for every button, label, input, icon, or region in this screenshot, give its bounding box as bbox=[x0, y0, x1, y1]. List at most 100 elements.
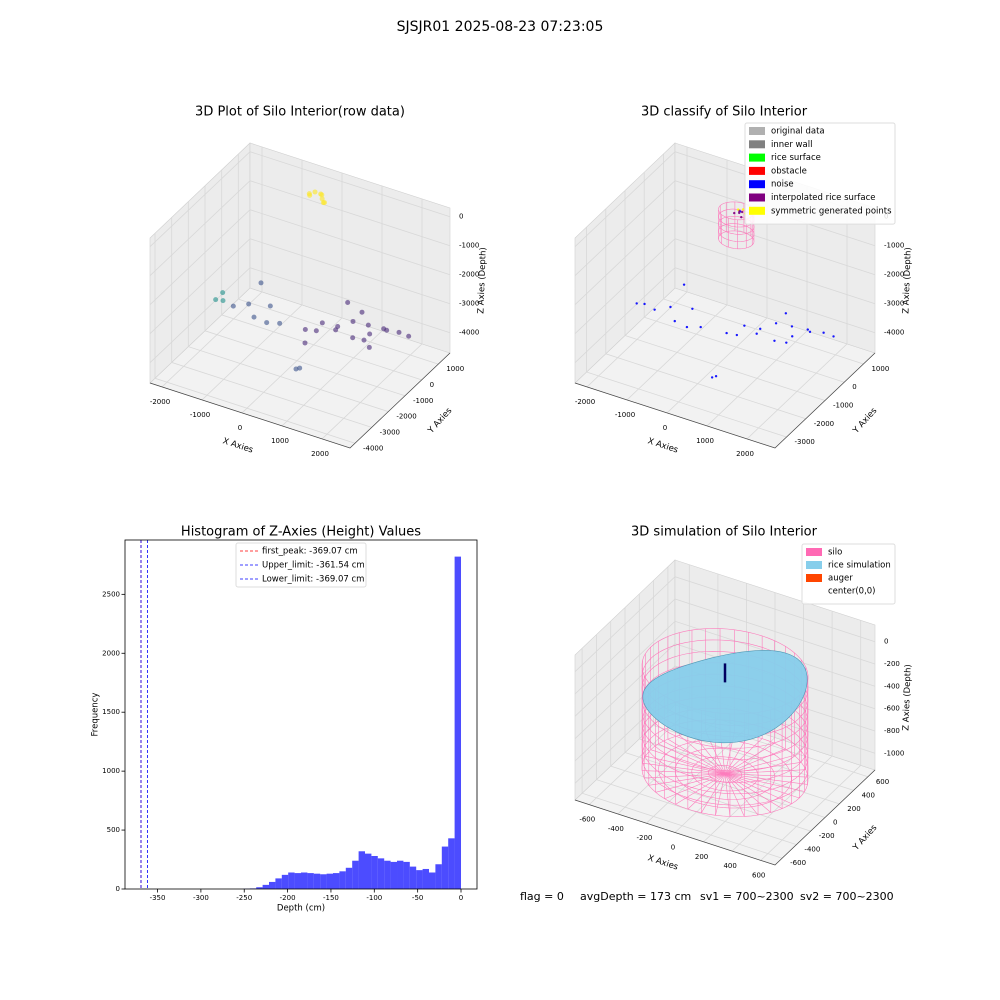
legend-swatch bbox=[749, 140, 765, 149]
point bbox=[635, 302, 638, 305]
point bbox=[350, 318, 356, 324]
bar bbox=[288, 872, 295, 889]
silo-floor-spoke bbox=[724, 773, 731, 817]
bar bbox=[326, 873, 333, 889]
legend-swatch bbox=[749, 180, 765, 189]
silo-floor-spoke bbox=[650, 749, 726, 775]
bar bbox=[454, 556, 462, 889]
silo-floor-spoke bbox=[658, 743, 726, 775]
silo-floor-spoke bbox=[724, 773, 783, 809]
bar bbox=[307, 873, 314, 889]
grid-line bbox=[574, 665, 876, 762]
bar bbox=[377, 858, 385, 889]
legend-label: auger bbox=[828, 574, 853, 584]
bar bbox=[448, 838, 455, 889]
legend-swatch bbox=[806, 548, 822, 556]
point bbox=[685, 325, 689, 329]
x-tick-label: -200 bbox=[280, 894, 296, 902]
y-tick-label: 1000 bbox=[446, 365, 464, 373]
point bbox=[737, 211, 741, 215]
grid-line bbox=[221, 169, 422, 381]
point bbox=[832, 335, 835, 338]
point bbox=[320, 200, 326, 206]
legend-label: obstacle bbox=[771, 166, 807, 176]
x-tick-label: 0 bbox=[663, 424, 667, 432]
grid-line bbox=[281, 185, 383, 427]
bar bbox=[269, 881, 276, 889]
axis-line bbox=[574, 352, 876, 449]
legend-box bbox=[801, 543, 896, 605]
grid-line bbox=[643, 172, 845, 383]
point bbox=[673, 319, 676, 323]
grid-line bbox=[624, 190, 826, 401]
axis-line bbox=[574, 769, 876, 866]
grid-line bbox=[596, 634, 797, 845]
point bbox=[345, 300, 351, 306]
plot-title: Histogram of Z-Axies (Height) Values bbox=[181, 525, 421, 540]
plot-frame bbox=[124, 539, 478, 890]
grid-line bbox=[706, 185, 808, 427]
grid-line bbox=[663, 154, 864, 365]
silo-floor-spoke bbox=[724, 755, 795, 775]
grid-line bbox=[653, 580, 854, 791]
legend-swatch bbox=[806, 574, 822, 582]
z-axis-label: Z Axies (Depth) bbox=[476, 247, 488, 314]
z-axis-label: Z Axies (Depth) bbox=[901, 664, 913, 731]
grid-line bbox=[586, 146, 688, 388]
point bbox=[406, 333, 412, 339]
bar bbox=[281, 874, 289, 889]
grid-line bbox=[731, 611, 833, 852]
point bbox=[313, 328, 319, 334]
y-tick-label: -200 bbox=[819, 832, 835, 840]
legend-label: Lower_limit: -369.07 cm bbox=[262, 575, 364, 585]
point bbox=[669, 305, 672, 309]
point bbox=[264, 320, 270, 326]
point bbox=[277, 320, 283, 326]
grid-line bbox=[204, 185, 406, 397]
silo-floor-spoke bbox=[644, 773, 726, 779]
point bbox=[691, 307, 694, 310]
point bbox=[220, 298, 226, 304]
bar bbox=[371, 855, 378, 889]
point bbox=[312, 189, 318, 195]
x-tick-label: -250 bbox=[236, 894, 252, 902]
plot-title: 3D classify of Silo Interior bbox=[641, 105, 808, 120]
bar bbox=[365, 853, 372, 889]
grid-line bbox=[586, 227, 787, 438]
pane-back bbox=[249, 142, 451, 354]
point bbox=[643, 302, 646, 306]
bar bbox=[428, 872, 436, 889]
x-tick-label: -50 bbox=[412, 894, 423, 902]
plot-title: 3D Plot of Silo Interior(row data) bbox=[195, 105, 405, 120]
point bbox=[740, 210, 744, 214]
point bbox=[307, 192, 313, 198]
x-tick-label: -600 bbox=[579, 816, 595, 824]
grid-line bbox=[574, 598, 876, 695]
point bbox=[741, 208, 745, 211]
bar bbox=[275, 878, 282, 889]
point bbox=[213, 297, 219, 303]
figure-title: SJSJR01 2025-08-23 07:23:05 bbox=[397, 19, 604, 35]
grid-line bbox=[149, 238, 451, 334]
legend-swatch bbox=[749, 193, 765, 202]
point bbox=[220, 290, 226, 296]
grid-line bbox=[581, 648, 783, 859]
silo-floor-spoke bbox=[724, 773, 808, 778]
y-tick-label: -400 bbox=[804, 846, 820, 854]
bar bbox=[390, 861, 398, 889]
legend-label: original data bbox=[771, 127, 825, 137]
legend-label: symmetric generated points bbox=[771, 206, 892, 216]
z-tick-label: -1000 bbox=[459, 242, 479, 250]
legend-swatch bbox=[806, 587, 822, 595]
y-tick-label: 1500 bbox=[102, 708, 120, 716]
z-tick-label: 0 bbox=[884, 638, 888, 646]
silo-floor-spoke bbox=[724, 773, 808, 785]
silo-floor-spoke bbox=[664, 773, 726, 800]
y-tick-label: 500 bbox=[107, 826, 120, 834]
point bbox=[297, 365, 303, 371]
y-tick-label: 2000 bbox=[102, 649, 120, 657]
silo-floor-spoke bbox=[655, 773, 726, 793]
grid-line bbox=[149, 151, 451, 247]
legend-box bbox=[744, 122, 896, 225]
silo-ring bbox=[641, 719, 809, 806]
